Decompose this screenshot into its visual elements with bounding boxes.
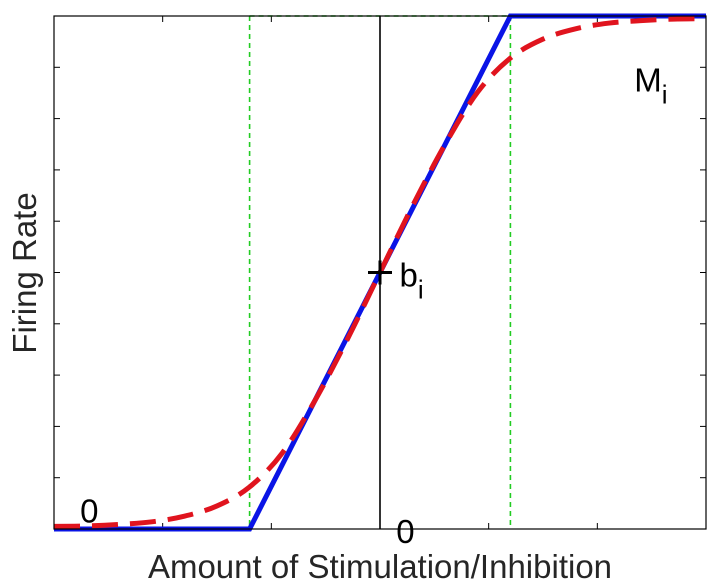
x-axis-label: Amount of Stimulation/Inhibition	[148, 548, 612, 585]
annotation-label: Mi	[634, 62, 667, 110]
annotations: 0 0 bi Mi	[80, 62, 667, 550]
plot-frame	[53, 15, 707, 530]
annotation-label: 0	[396, 513, 414, 550]
sigmoid-curve-line	[53, 16, 707, 529]
annotation-subscript: i	[662, 80, 668, 110]
annotation-label: 0	[80, 492, 98, 529]
annotation-label: bi	[400, 257, 424, 305]
y-axis-label: Firing Rate	[6, 192, 43, 353]
annotation-subscript: i	[418, 275, 424, 305]
